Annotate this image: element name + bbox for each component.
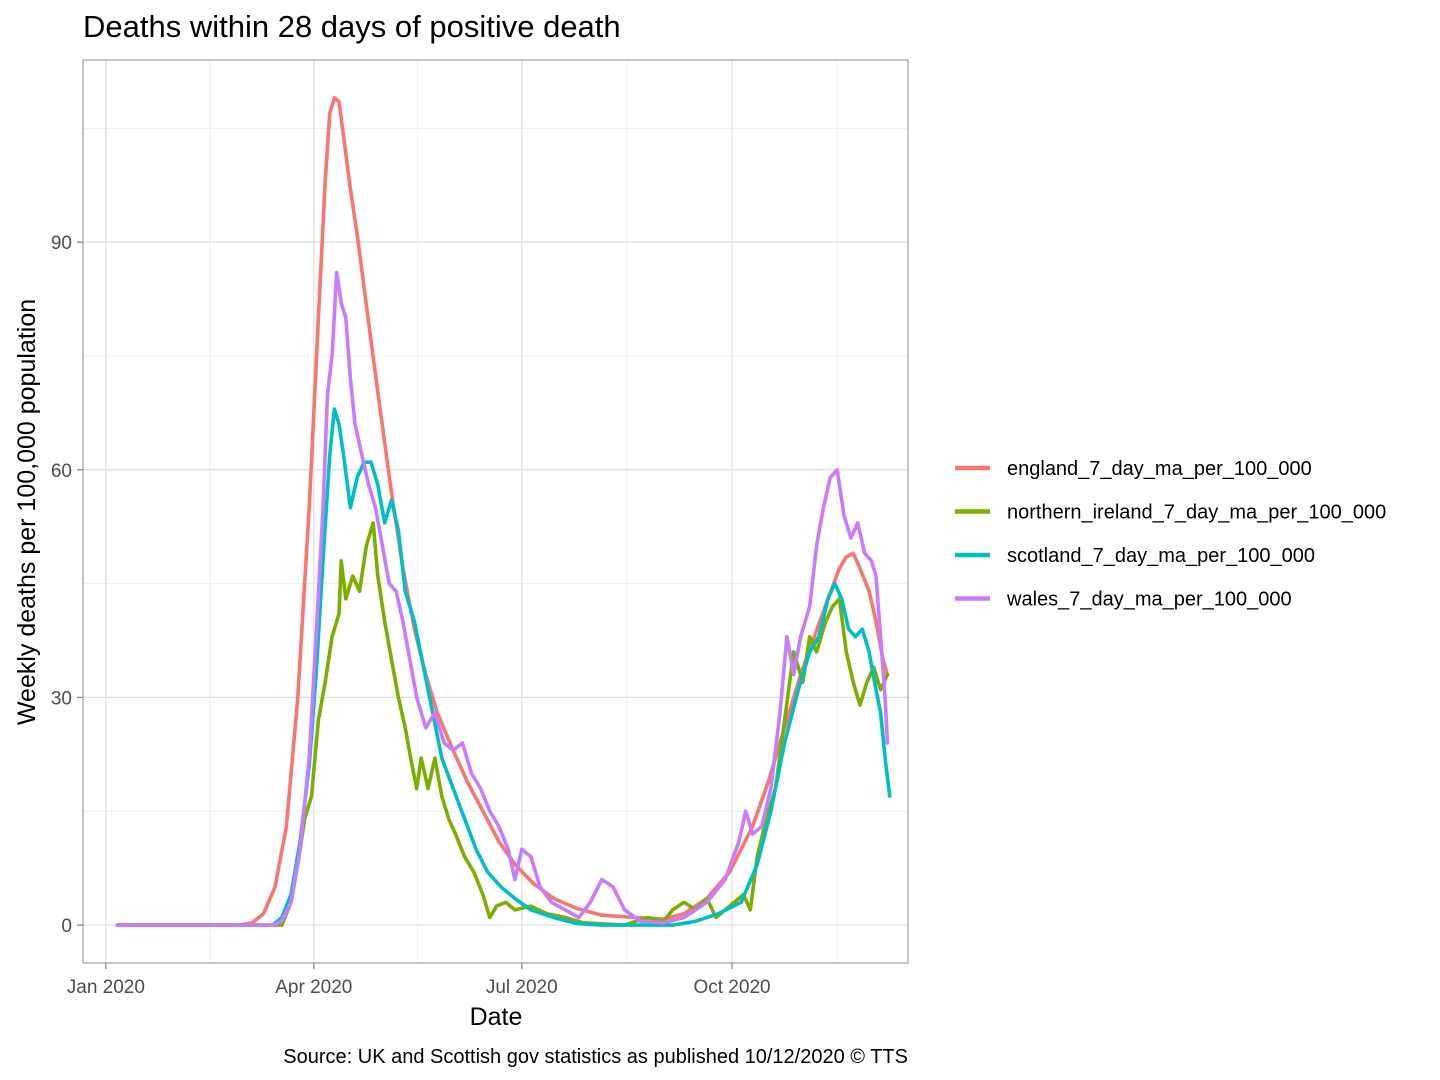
- series-line-england_7_day_ma_per_100_000: [115, 96, 890, 927]
- series-line-scotland_7_day_ma_per_100_000: [115, 407, 892, 927]
- legend-label: england_7_day_ma_per_100_000: [1007, 458, 1312, 480]
- minor-gridlines: [83, 60, 908, 963]
- x-tick-label: Apr 2020: [275, 977, 352, 998]
- series-line-wales_7_day_ma_per_100_000: [115, 270, 890, 927]
- x-axis-ticks: Jan 2020 Apr 2020 Jul 2020 Oct 2020: [67, 963, 771, 998]
- legend-label: northern_ireland_7_day_ma_per_100_000: [1007, 502, 1386, 524]
- y-axis-ticks: 0 30 60 90: [51, 233, 83, 937]
- plot-panel-border: [82, 59, 909, 964]
- major-gridlines: [83, 60, 908, 963]
- x-tick-label: Oct 2020: [693, 977, 770, 998]
- x-axis-title: Date: [470, 1003, 523, 1031]
- y-tick-label: 30: [51, 688, 72, 709]
- legend: england_7_day_ma_per_100_000 northern_ire…: [955, 458, 1386, 611]
- source-caption: Source: UK and Scottish gov statistics a…: [283, 1046, 908, 1068]
- x-tick-label: Jan 2020: [67, 977, 145, 998]
- chart-title: Deaths within 28 days of positive death: [83, 9, 621, 44]
- legend-label: wales_7_day_ma_per_100_000: [1006, 589, 1292, 611]
- series-lines: [115, 96, 892, 927]
- y-tick-label: 0: [61, 916, 72, 937]
- y-axis-title: Weekly deaths per 100,000 population: [13, 299, 41, 725]
- legend-label: scotland_7_day_ma_per_100_000: [1007, 545, 1315, 567]
- y-tick-label: 90: [51, 233, 72, 254]
- x-tick-label: Jul 2020: [486, 977, 558, 998]
- y-tick-label: 60: [51, 461, 72, 482]
